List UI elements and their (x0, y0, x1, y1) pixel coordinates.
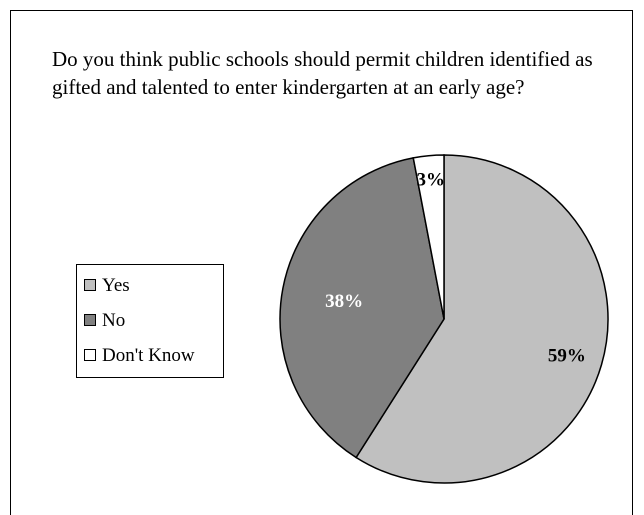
pie-slice-yes (355, 154, 609, 484)
chart-title: Do you think public schools should permi… (52, 47, 593, 99)
legend-item-dont-know: Don't Know (84, 345, 195, 367)
legend-swatch-dont-know (84, 348, 96, 361)
legend: Yes No Don't Know (76, 264, 224, 378)
pie-slice-no (279, 157, 445, 459)
slice-label-dont-know: 3% (416, 170, 445, 191)
legend-label-dont-know: Don't Know (102, 345, 195, 366)
legend-item-yes: Yes (84, 275, 130, 297)
legend-label-no: No (102, 310, 126, 331)
pie-slice-dont-know (412, 154, 445, 320)
legend-swatch-no (84, 313, 96, 326)
slice-label-no: 38% (325, 291, 363, 312)
legend-swatch-yes (84, 278, 96, 291)
slice-label-yes: 59% (548, 346, 586, 367)
legend-label-yes: Yes (102, 275, 130, 296)
legend-item-no: No (84, 310, 125, 332)
